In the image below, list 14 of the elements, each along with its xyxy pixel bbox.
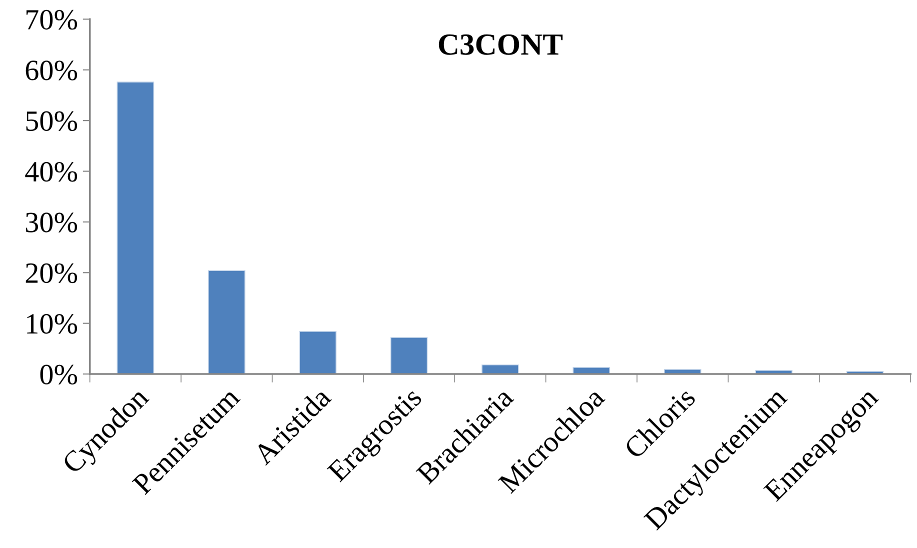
y-tick-label: 0% [40, 364, 78, 385]
y-tick-label: 10% [27, 314, 78, 334]
bar [482, 364, 519, 374]
y-tick-label: 20% [26, 263, 78, 284]
y-tick-label: 40% [25, 162, 78, 182]
bar [299, 331, 336, 374]
y-tick-label: 50% [26, 111, 78, 132]
bar [390, 337, 428, 374]
bar [116, 82, 154, 374]
y-tick-label: 30% [26, 212, 78, 232]
y-tick-label: 70% [26, 10, 78, 30]
y-tick-label: 60% [26, 60, 78, 80]
chart-title: C3CONT [438, 34, 563, 55]
bar [208, 270, 246, 374]
